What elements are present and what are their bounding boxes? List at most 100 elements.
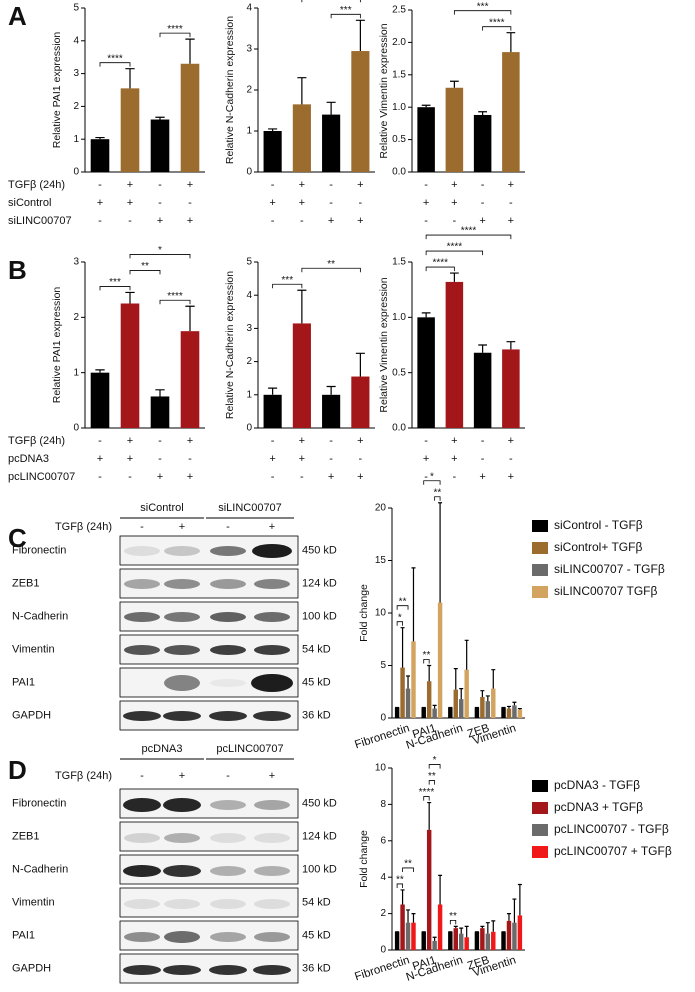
bar — [405, 688, 411, 718]
blot-group-label: pcDNA3 — [142, 743, 183, 755]
y-tick-label: 0.0 — [392, 423, 406, 434]
bar — [394, 931, 400, 950]
band — [124, 612, 160, 622]
condition-sign: + — [97, 453, 103, 465]
bar — [432, 708, 437, 718]
y-tick-label: 8 — [380, 799, 386, 810]
condition-sign: - — [359, 197, 363, 209]
error-bar — [506, 341, 516, 350]
band — [164, 833, 200, 843]
significance-label: *** — [340, 5, 352, 16]
condition-label: TGFβ (24h) — [8, 179, 65, 191]
blot-size: 450 kD — [302, 797, 337, 809]
legend-swatch — [532, 564, 548, 576]
blot-protein: Vimentin — [12, 896, 55, 908]
treatment-label: TGFβ (24h) — [55, 770, 112, 782]
y-tick-label: 10 — [375, 763, 387, 774]
blot-size: 450 kD — [302, 544, 337, 556]
band — [210, 800, 246, 810]
bar — [506, 708, 512, 718]
band — [210, 932, 246, 942]
band — [210, 612, 246, 622]
bar — [453, 928, 458, 950]
blot-protein: PAI1 — [12, 929, 35, 941]
band — [254, 645, 290, 655]
significance-bracket — [425, 266, 455, 272]
significance-bracket — [482, 26, 512, 31]
condition-sign: - — [359, 453, 363, 465]
bar — [90, 139, 110, 172]
panel-letter: B — [8, 255, 27, 285]
condition-sign: + — [357, 471, 363, 483]
error-bar — [400, 889, 405, 905]
bar — [90, 372, 110, 428]
panel-letter: C — [8, 523, 27, 553]
legend-label: pcLINC00707 - TGFβ — [554, 822, 669, 836]
error-bar — [185, 38, 195, 64]
y-tick-label: 2 — [246, 356, 252, 367]
band — [163, 798, 201, 812]
band — [253, 965, 291, 975]
blot-size: 124 kD — [302, 830, 337, 842]
condition-sign: - — [158, 197, 162, 209]
condition-sign: + — [299, 435, 305, 447]
significance-bracket — [428, 764, 441, 769]
significance-label: **** — [447, 242, 463, 253]
condition-sign: + — [157, 215, 163, 227]
error-bar — [506, 32, 516, 53]
legend-label: siControl+ TGFβ — [554, 540, 642, 554]
bar — [502, 349, 520, 428]
band — [123, 965, 161, 975]
band — [210, 866, 246, 876]
band — [164, 579, 200, 589]
bar — [501, 707, 506, 718]
bar — [292, 323, 311, 428]
error-bar — [326, 385, 336, 395]
bar — [485, 933, 491, 950]
blot-group-label: siControl — [140, 502, 183, 514]
bar — [474, 707, 480, 718]
bar — [474, 931, 480, 950]
significance-label: *** — [477, 1, 489, 12]
legend-label: siControl - TGFβ — [554, 518, 643, 532]
band — [124, 579, 160, 589]
condition-sign: + — [299, 453, 305, 465]
significance-label: ** — [141, 261, 149, 272]
y-tick-label: 0.0 — [392, 167, 406, 178]
error-bar — [432, 936, 437, 941]
significance-label: **** — [461, 226, 477, 237]
error-bar — [478, 344, 488, 353]
band — [163, 711, 201, 721]
legend-swatch — [532, 586, 548, 598]
error-bar — [485, 922, 490, 934]
significance-bracket — [434, 496, 441, 501]
condition-sign: + — [269, 453, 275, 465]
condition-sign: + — [269, 197, 275, 209]
condition-sign: + — [328, 215, 334, 227]
condition-sign: + — [127, 435, 133, 447]
treatment-sign: + — [269, 521, 275, 533]
condition-label: siControl — [8, 197, 51, 209]
blot-size: 54 kD — [302, 643, 331, 655]
treatment-sign: - — [140, 770, 144, 782]
condition-sign: + — [451, 197, 457, 209]
y-tick-label: 2 — [73, 101, 79, 112]
band — [254, 579, 290, 589]
bar — [421, 707, 426, 718]
band — [164, 675, 200, 691]
bar — [411, 922, 416, 950]
treatment-sign: - — [226, 521, 230, 533]
band — [210, 579, 246, 589]
significance-bracket — [129, 270, 161, 275]
band — [210, 833, 246, 843]
y-tick-label: 20 — [375, 503, 387, 514]
panel-letter: D — [8, 755, 27, 785]
blot-size: 36 kD — [302, 709, 331, 721]
y-tick-label: 2 — [73, 312, 79, 323]
blot-group-label: pcLINC00707 — [216, 743, 283, 755]
condition-sign: - — [158, 179, 162, 191]
blot-size: 36 kD — [302, 962, 331, 974]
error-bar — [125, 291, 135, 304]
condition-sign: + — [97, 197, 103, 209]
